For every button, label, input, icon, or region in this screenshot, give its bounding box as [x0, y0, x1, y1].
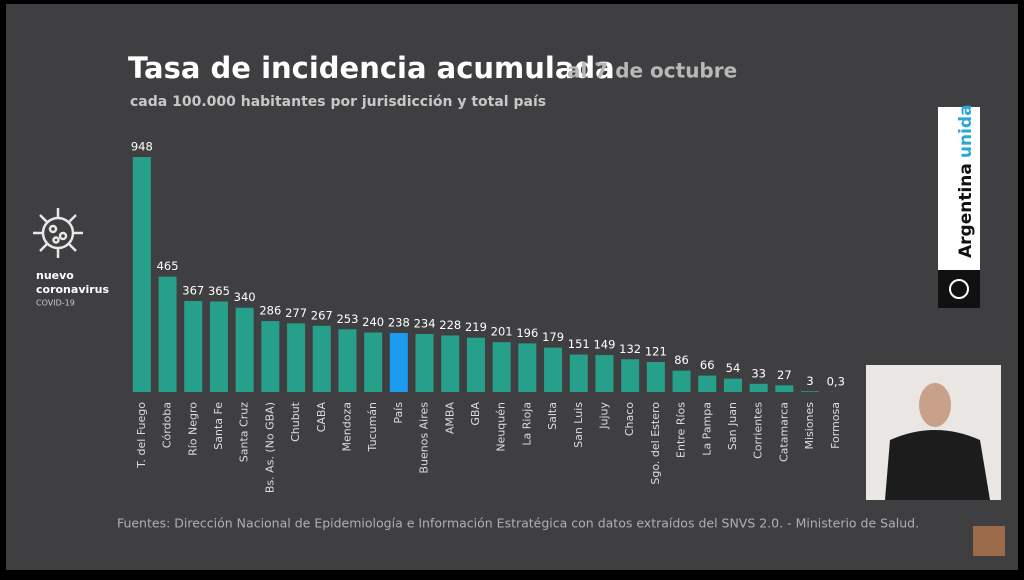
- data-label: 240: [362, 315, 384, 329]
- interpreter-figure: [919, 383, 951, 427]
- x-tick-label: Formosa: [829, 402, 842, 449]
- corner-logo: [973, 526, 1005, 556]
- data-label: 86: [674, 353, 689, 367]
- x-tick-label: Jujuy: [597, 402, 610, 430]
- data-label: 33: [751, 366, 766, 380]
- bar: [647, 362, 665, 392]
- x-tick-label: Catamarca: [777, 402, 790, 462]
- data-label: 219: [465, 320, 487, 334]
- x-tick-label: Río Negro: [186, 402, 199, 456]
- data-label: 151: [568, 337, 590, 351]
- x-tick-label: GBA: [469, 402, 482, 426]
- data-label: 367: [182, 284, 204, 298]
- data-label: 365: [208, 284, 230, 298]
- data-label: 0,3: [827, 374, 845, 388]
- bar: [364, 333, 382, 392]
- x-tick-label: Corrientes: [752, 402, 765, 459]
- x-tick-label: Chaco: [623, 402, 636, 436]
- bar: [595, 355, 613, 392]
- bar: [621, 359, 639, 392]
- bar: [159, 277, 177, 392]
- x-tick-label: San Luis: [572, 402, 585, 448]
- data-label: 238: [388, 316, 410, 330]
- bar: [493, 342, 511, 392]
- x-tick-label: Córdoba: [161, 402, 174, 448]
- bar: [441, 335, 459, 392]
- bar: [390, 333, 408, 392]
- data-label: 286: [259, 304, 281, 318]
- bar: [236, 308, 254, 392]
- data-label: 3: [806, 374, 813, 388]
- interpreter-figure: [885, 430, 990, 500]
- logo-text: nuevo: [36, 269, 74, 282]
- data-label: 267: [311, 308, 333, 322]
- bar: [313, 326, 331, 392]
- data-label: 66: [700, 358, 715, 372]
- x-tick-label: Tucumán: [366, 402, 379, 452]
- data-label: 277: [285, 306, 307, 320]
- data-label: 196: [516, 326, 538, 340]
- x-tick-label: La Pampa: [700, 402, 713, 456]
- x-tick-label: Misiones: [803, 402, 816, 450]
- x-tick-label: Entre Ríos: [675, 402, 688, 458]
- bar: [698, 376, 716, 392]
- bar: [133, 157, 151, 392]
- data-label: 121: [645, 345, 667, 359]
- data-label: 132: [619, 342, 641, 356]
- bar: [775, 385, 793, 392]
- brand-emblem: [938, 270, 980, 308]
- logo-text: coronavirus: [36, 283, 110, 296]
- x-tick-label: Neuquén: [495, 402, 508, 452]
- x-tick-label: San Juan: [726, 402, 739, 450]
- data-label: 201: [491, 325, 513, 339]
- x-tick-label: País: [392, 402, 405, 424]
- bar: [518, 343, 536, 392]
- x-tick-label: Santa Cruz: [238, 402, 251, 462]
- data-label: 340: [234, 290, 256, 304]
- brand-word: Argentina: [956, 163, 976, 258]
- bar: [467, 338, 485, 392]
- x-tick-label: Salta: [546, 402, 559, 430]
- bar: [210, 302, 228, 392]
- x-tick-label: Mendoza: [340, 402, 353, 451]
- bar: [724, 379, 742, 392]
- data-label: 253: [336, 312, 358, 326]
- brand-word: unida: [956, 104, 976, 158]
- data-label: 54: [726, 361, 741, 375]
- bar: [673, 371, 691, 392]
- bar: [287, 323, 305, 392]
- data-label: 465: [157, 259, 179, 273]
- bar: [570, 355, 588, 392]
- chart-description: cada 100.000 habitantes por jurisdicción…: [130, 94, 546, 110]
- data-label: 228: [439, 318, 461, 332]
- x-tick-label: Bs. As. (No GBA): [263, 402, 276, 493]
- bar: [544, 348, 562, 392]
- bar: [261, 321, 279, 392]
- bar: [750, 384, 768, 392]
- chart-subtitle: al 7 de octubre: [567, 59, 737, 83]
- x-tick-label: AMBA: [443, 402, 456, 435]
- bar: [416, 334, 434, 392]
- x-tick-label: Sgo. del Estero: [649, 402, 662, 485]
- bar: [184, 301, 202, 392]
- x-tick-label: Chubut: [289, 401, 302, 442]
- bar: [338, 329, 356, 392]
- data-label: 149: [593, 338, 615, 352]
- data-label: 27: [777, 368, 792, 382]
- brand-text: Argentina unida: [956, 104, 976, 258]
- bar: [801, 391, 819, 392]
- source-note: Fuentes: Dirección Nacional de Epidemiol…: [117, 516, 919, 531]
- data-label: 179: [542, 330, 564, 344]
- data-label: 948: [131, 140, 153, 154]
- data-label: 234: [414, 316, 436, 330]
- x-tick-label: CABA: [315, 402, 328, 433]
- x-tick-label: Buenos Aires: [418, 402, 431, 474]
- logo-text: COVID-19: [36, 299, 75, 308]
- x-tick-label: T. del Fuego: [135, 402, 148, 469]
- x-tick-label: Santa Fe: [212, 402, 225, 450]
- x-tick-label: La Rioja: [520, 402, 533, 446]
- chart-title: Tasa de incidencia acumulada: [128, 51, 615, 85]
